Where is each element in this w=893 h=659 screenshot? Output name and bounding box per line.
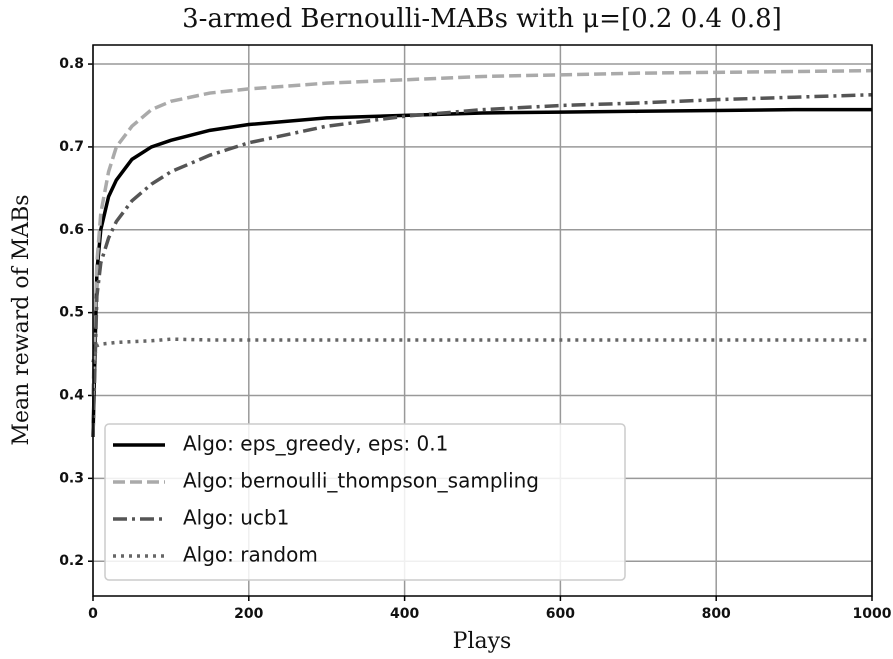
y-axis-label: Mean reward of MABs <box>9 194 34 445</box>
y-tick-label: 0.2 <box>59 553 84 569</box>
series-line <box>91 92 873 437</box>
legend-label: Algo: random <box>183 543 318 567</box>
plot-frame <box>92 44 873 597</box>
y-tick-label: 0.8 <box>59 56 84 72</box>
x-tick-label: 400 <box>390 606 419 622</box>
y-tick-label: 0.3 <box>59 470 84 486</box>
legend-box <box>104 423 626 581</box>
y-tick-label: 0.6 <box>59 222 84 238</box>
legend-label: Algo: ucb1 <box>183 506 289 530</box>
y-tick-label: 0.7 <box>59 139 84 155</box>
x-tick-label: 200 <box>234 606 263 622</box>
x-tick-label: 0 <box>88 606 98 622</box>
series-line <box>91 107 872 437</box>
x-tick-label: 600 <box>546 606 575 622</box>
y-tick-label: 0.5 <box>59 305 84 321</box>
x-axis-label: Plays <box>453 629 512 654</box>
legend-label: Algo: eps_greedy, eps: 0.1 <box>183 432 448 456</box>
legend-label: Algo: bernoulli_thompson_sampling <box>183 469 539 493</box>
x-tick-label: 1000 <box>853 606 892 622</box>
legend: Algo: eps_greedy, eps: 0.1 Algo: bernoull… <box>104 423 626 581</box>
chart-title: 3-armed Bernoulli-MABs with μ=[0.2 0.4 0… <box>182 4 782 34</box>
y-tick-label: 0.4 <box>59 387 84 403</box>
series-line <box>91 68 873 396</box>
x-tick-label: 800 <box>702 606 731 622</box>
series-line <box>91 337 872 363</box>
